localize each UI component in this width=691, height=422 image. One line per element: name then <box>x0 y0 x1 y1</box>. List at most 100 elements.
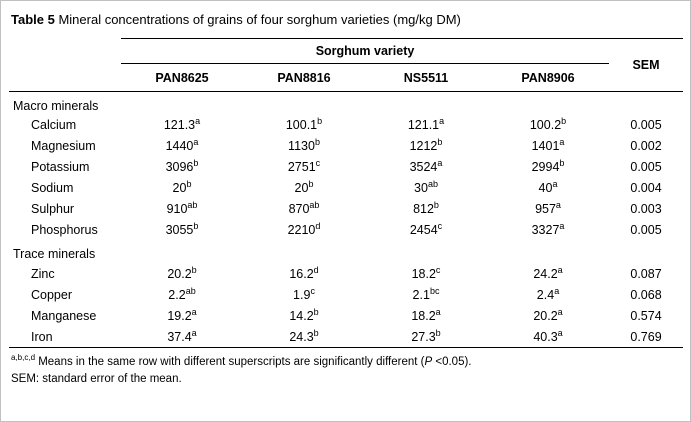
value-cell: 40a <box>487 178 609 199</box>
section-header: Trace minerals <box>13 247 96 262</box>
sem-value: 0.005 <box>630 118 662 133</box>
significance-superscript: b <box>308 179 314 190</box>
value-number: 2454 <box>409 223 438 238</box>
value-cell: 100.1b <box>243 115 365 136</box>
value-number: 812 <box>413 202 434 217</box>
table-row: Sodium 20b 20b 30ab 40a 0.004 <box>9 178 683 199</box>
variety-header-row: PAN8625 PAN8816 NS5511 PAN8906 <box>9 63 683 93</box>
value-cell: 1.9c <box>243 285 365 306</box>
value-number: 1212 <box>409 139 438 154</box>
variety-column-header: NS5511 <box>365 63 487 93</box>
value-cell: 2994b <box>487 157 609 178</box>
value-number: 3524 <box>409 160 438 175</box>
value-cell: 16.2d <box>243 264 365 285</box>
sem-value: 0.005 <box>630 223 662 238</box>
variety-column-header: PAN8625 <box>121 63 243 93</box>
significance-superscript: a <box>559 137 565 148</box>
value-cell: 20b <box>243 178 365 199</box>
value-cell: 30ab <box>365 178 487 199</box>
significance-superscript: b <box>313 327 319 338</box>
value-number: 40 <box>538 181 553 196</box>
table-row: Potassium 3096b 2751c 3524a 2994b 0.005 <box>9 157 683 178</box>
significance-superscript: ab <box>427 179 438 190</box>
value-cell: 27.3b <box>365 326 487 349</box>
value-number: 40.3 <box>533 330 558 344</box>
value-number: 16.2 <box>289 267 314 282</box>
significance-superscript: b <box>193 158 199 169</box>
significance-superscript: b <box>433 200 439 211</box>
significance-superscript: a <box>557 307 563 318</box>
value-cell: 1440a <box>121 136 243 157</box>
value-cell: 3524a <box>365 157 487 178</box>
significance-superscript: c <box>435 265 441 276</box>
value-number: 957 <box>535 202 556 217</box>
section-row: Macro minerals <box>9 92 683 115</box>
corner-cell <box>9 63 121 93</box>
significance-superscript: a <box>439 116 445 127</box>
sem-value: 0.002 <box>630 139 662 154</box>
value-number: 100.2 <box>529 118 562 133</box>
value-number: 2751 <box>287 160 316 175</box>
significance-superscript: a <box>435 307 441 318</box>
value-number: 2.2 <box>168 288 186 303</box>
footnote-significance: a,b,c,d Means in the same row with diffe… <box>11 354 680 371</box>
value-number: 20 <box>172 181 187 196</box>
value-number: 100.1 <box>285 118 318 133</box>
significance-superscript: c <box>315 158 321 169</box>
value-number: 30 <box>414 181 428 196</box>
value-cell: 37.4a <box>121 326 243 349</box>
value-number: 1440 <box>165 139 194 154</box>
table-caption: Table 5 Mineral concentrations of grains… <box>9 9 682 38</box>
significance-superscript: b <box>314 137 320 148</box>
group-header-row: Sorghum variety SEM <box>9 38 684 93</box>
sem-column-header: SEM <box>609 38 684 93</box>
significance-superscript: b <box>193 221 199 232</box>
sem-value: 0.005 <box>630 160 662 175</box>
value-number: 24.2 <box>533 267 558 282</box>
significance-superscript: d <box>315 221 321 232</box>
significance-superscript: ab <box>187 200 198 211</box>
mineral-label: Sodium <box>31 181 74 196</box>
value-cell: 18.2c <box>365 264 487 285</box>
value-cell: 20.2b <box>121 264 243 285</box>
value-cell: 121.1a <box>365 115 487 136</box>
value-cell: 40.3a <box>487 326 610 349</box>
value-cell: 3055b <box>121 220 243 241</box>
value-cell: 2454c <box>365 220 487 241</box>
value-cell: 1130b <box>243 136 365 157</box>
section-row: Trace minerals <box>9 241 683 264</box>
mineral-label: Copper <box>31 288 72 303</box>
value-cell: 812b <box>365 199 487 220</box>
significance-superscript: a <box>557 327 563 338</box>
value-cell: 910ab <box>121 199 243 220</box>
value-cell: 2751c <box>243 157 365 178</box>
significance-superscript: bc <box>429 286 440 297</box>
significance-superscript: a <box>191 327 197 338</box>
sem-value: 0.574 <box>630 309 662 324</box>
value-cell: 3096b <box>121 157 243 178</box>
value-cell: 19.2a <box>121 306 243 327</box>
sem-value: 0.769 <box>609 326 684 349</box>
mineral-label: Manganese <box>31 309 97 324</box>
value-number: 870 <box>288 202 310 217</box>
value-number: 121.3 <box>163 118 196 133</box>
section-header: Macro minerals <box>13 98 99 113</box>
mineral-label: Zinc <box>31 267 55 282</box>
table-row: Iron 37.4a 24.3b 27.3b 40.3a 0.769 <box>9 326 684 349</box>
significance-superscript: ab <box>185 286 196 297</box>
sem-value: 0.004 <box>630 181 662 196</box>
value-cell: 24.3b <box>243 326 365 349</box>
value-cell: 20b <box>121 178 243 199</box>
mineral-label: Potassium <box>31 160 90 175</box>
significance-superscript: b <box>559 158 565 169</box>
value-cell: 121.3a <box>121 115 243 136</box>
significance-superscript: a <box>559 221 565 232</box>
value-cell: 100.2b <box>487 115 609 136</box>
value-number: 3055 <box>165 223 194 238</box>
significance-superscript: c <box>310 286 315 297</box>
value-number: 18.2 <box>411 309 436 324</box>
value-number: 2.1 <box>412 288 430 303</box>
value-number: 121.1 <box>407 118 440 133</box>
column-group-header: Sorghum variety <box>121 38 610 65</box>
value-number: 24.3 <box>289 330 314 344</box>
